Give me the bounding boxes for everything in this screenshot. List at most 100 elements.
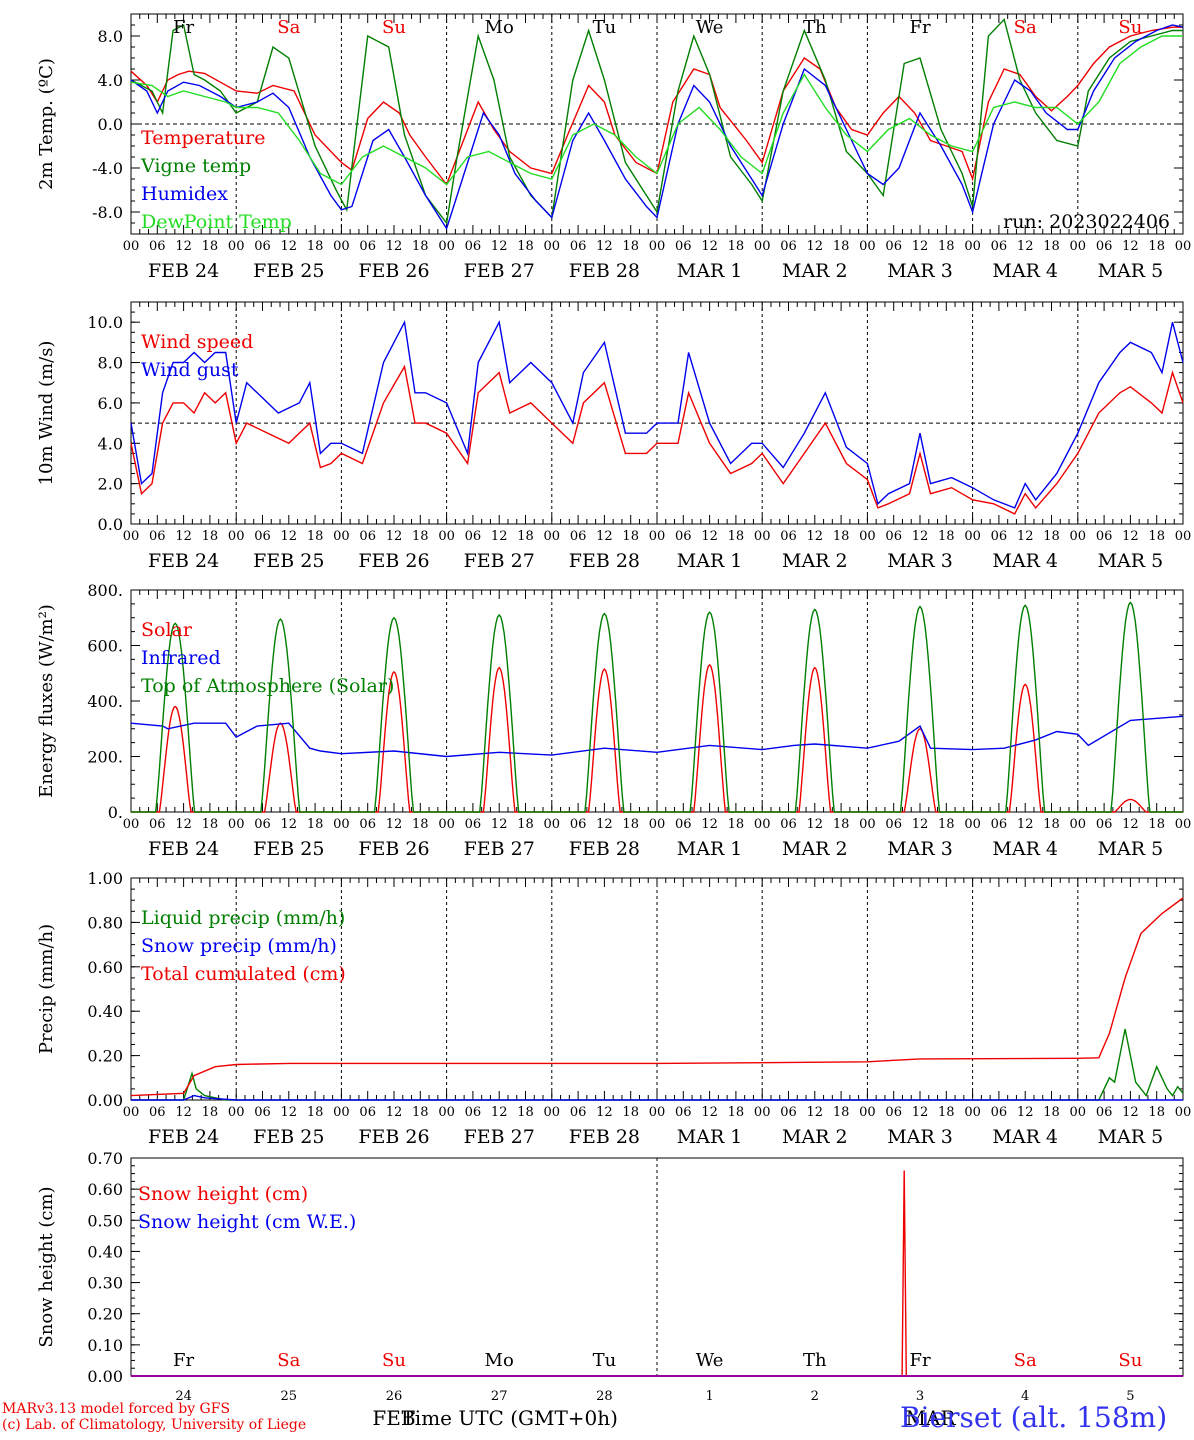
hour-label: 18 bbox=[202, 817, 219, 832]
weekday-label: Sa bbox=[277, 17, 300, 38]
hour-label: 12 bbox=[386, 239, 403, 254]
hour-label: 00 bbox=[859, 529, 876, 544]
hour-label: 00 bbox=[544, 817, 561, 832]
date-label: MAR 2 bbox=[782, 550, 848, 572]
hour-label: 12 bbox=[596, 239, 613, 254]
date-label: FEB 24 bbox=[148, 260, 219, 282]
y-tick-label: 0.00 bbox=[87, 1367, 123, 1386]
legend-entry: Wind gust bbox=[141, 359, 239, 381]
date-label: FEB 26 bbox=[358, 260, 429, 282]
hour-label: 12 bbox=[386, 1105, 403, 1120]
lab-credit: (c) Lab. of Climatology, University of L… bbox=[2, 1417, 307, 1433]
weekday-label: Su bbox=[1118, 17, 1142, 38]
hour-label: 06 bbox=[885, 529, 902, 544]
hour-label: 00 bbox=[228, 1105, 245, 1120]
hour-label: 00 bbox=[964, 1105, 981, 1120]
series-line-wind-gust bbox=[130, 319, 1184, 509]
hour-label: 06 bbox=[359, 529, 376, 544]
hour-label: 06 bbox=[1096, 239, 1113, 254]
legend-entry: Snow precip (mm/h) bbox=[141, 935, 337, 957]
legend-entry: Top of Atmosphere (Solar) bbox=[141, 675, 394, 697]
y-tick-label: 0. bbox=[108, 803, 123, 822]
date-label: FEB 25 bbox=[253, 838, 324, 860]
date-label: MAR 5 bbox=[1098, 260, 1164, 282]
y-tick-label: 0.00 bbox=[87, 1091, 123, 1110]
model-credit: MARv3.13 model forced by GFS bbox=[2, 1401, 231, 1417]
date-label: MAR 4 bbox=[992, 550, 1058, 572]
panel-precip: 1.00 0.80 0.60 0.40 0.20 0.00 Precip (mm/h) 00 0… bbox=[36, 869, 1191, 1148]
date-label: MAR 4 bbox=[992, 838, 1058, 860]
hour-label: 12 bbox=[281, 1105, 298, 1120]
hour-label: 18 bbox=[728, 529, 745, 544]
hour-label: 00 bbox=[964, 817, 981, 832]
date-label: MAR 4 bbox=[992, 260, 1058, 282]
weekday-label: Fr bbox=[909, 17, 930, 38]
y-tick-label: -4.0 bbox=[92, 159, 123, 178]
day-number-label: 26 bbox=[386, 1389, 403, 1404]
weekday-label: Mo bbox=[485, 1350, 514, 1371]
legend-entry: Snow height (cm W.E.) bbox=[138, 1211, 356, 1233]
y-axis-label: 10m Wind (m/s) bbox=[36, 341, 57, 486]
y-tick-label: 4.0 bbox=[98, 71, 123, 90]
hour-label: 00 bbox=[333, 529, 350, 544]
y-tick-label: 200. bbox=[87, 748, 123, 767]
date-label: MAR 3 bbox=[887, 1126, 953, 1148]
hour-label: 06 bbox=[149, 239, 166, 254]
y-tick-label: 4.0 bbox=[98, 434, 123, 453]
hour-label: 18 bbox=[1043, 1105, 1060, 1120]
hour-label: 06 bbox=[149, 1105, 166, 1120]
hour-label: 06 bbox=[991, 239, 1008, 254]
hour-label: 12 bbox=[491, 1105, 508, 1120]
hour-label: 06 bbox=[465, 1105, 482, 1120]
hour-label: 00 bbox=[1070, 529, 1087, 544]
hour-label: 00 bbox=[438, 529, 455, 544]
hour-label: 12 bbox=[175, 817, 192, 832]
series-line-dewpoint-temp bbox=[130, 35, 1183, 186]
hour-label: 12 bbox=[596, 529, 613, 544]
hour-label: 12 bbox=[912, 239, 929, 254]
hour-label: 06 bbox=[991, 1105, 1008, 1120]
hour-label: 12 bbox=[1017, 817, 1034, 832]
hour-label: 18 bbox=[517, 529, 534, 544]
weekday-label: We bbox=[696, 17, 724, 38]
hour-label: 18 bbox=[202, 1105, 219, 1120]
y-tick-label: 600. bbox=[87, 637, 123, 656]
date-label: FEB 25 bbox=[253, 260, 324, 282]
hour-label: 00 bbox=[1175, 817, 1192, 832]
hour-label: 00 bbox=[649, 817, 666, 832]
hour-label: 18 bbox=[622, 1105, 639, 1120]
hour-label: 06 bbox=[675, 239, 692, 254]
hour-label: 06 bbox=[570, 817, 587, 832]
y-tick-label: 6.0 bbox=[98, 394, 123, 413]
panel-snow: 0.70 0.60 0.50 0.40 0.30 0.20 0.10 0.00 Snow hei… bbox=[36, 1149, 1184, 1430]
weekday-label: Su bbox=[382, 17, 406, 38]
y-tick-label: 0.60 bbox=[87, 1180, 123, 1199]
hour-label: 18 bbox=[412, 817, 429, 832]
weekday-label: Tu bbox=[593, 17, 617, 38]
hour-label: 06 bbox=[1096, 1105, 1113, 1120]
series-line-infrared bbox=[130, 715, 1184, 758]
hour-label: 12 bbox=[596, 1105, 613, 1120]
weekday-label: Su bbox=[1118, 1350, 1142, 1371]
date-label: FEB 27 bbox=[464, 260, 535, 282]
hour-label: 12 bbox=[701, 817, 718, 832]
hour-label: 06 bbox=[359, 1105, 376, 1120]
weekday-label: Fr bbox=[173, 1350, 194, 1371]
legend-entry: Solar bbox=[141, 619, 193, 641]
hour-label: 18 bbox=[833, 239, 850, 254]
hour-label: 00 bbox=[1070, 817, 1087, 832]
y-tick-label: 0.50 bbox=[87, 1211, 123, 1230]
y-tick-label: 0.20 bbox=[87, 1305, 123, 1324]
hour-label: 12 bbox=[912, 529, 929, 544]
hour-label: 18 bbox=[1148, 1105, 1165, 1120]
hour-label: 06 bbox=[675, 817, 692, 832]
legend-entry: Humidex bbox=[141, 183, 228, 205]
hour-label: 00 bbox=[1175, 529, 1192, 544]
hour-label: 00 bbox=[544, 529, 561, 544]
hour-label: 18 bbox=[833, 1105, 850, 1120]
date-label: MAR 3 bbox=[887, 838, 953, 860]
hour-label: 18 bbox=[938, 1105, 955, 1120]
hour-label: 06 bbox=[885, 239, 902, 254]
date-label: FEB 28 bbox=[569, 1126, 640, 1148]
y-tick-label: 0.0 bbox=[98, 115, 123, 134]
